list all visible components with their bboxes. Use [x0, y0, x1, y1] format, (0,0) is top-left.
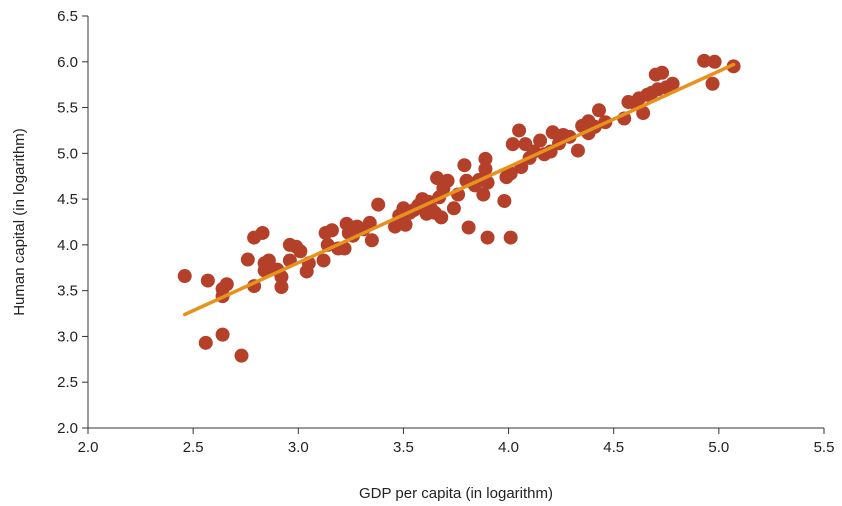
y-tick-label: 2.0 [57, 420, 78, 437]
data-point [478, 161, 493, 176]
y-tick-label: 6.0 [57, 54, 78, 71]
y-axis-ticks: 2.0 2.5 3.0 3.5 4.0 4.5 5.0 5.5 6.0 6.5 [57, 8, 88, 437]
data-point [440, 173, 455, 188]
data-point [434, 210, 449, 225]
x-tick-label: 5.5 [814, 439, 835, 456]
data-point [497, 193, 512, 208]
x-tick-label: 2.5 [183, 439, 204, 456]
y-tick-label: 2.5 [57, 374, 78, 391]
y-tick-label: 5.5 [57, 100, 78, 117]
data-point [316, 253, 331, 268]
data-point [430, 171, 445, 186]
data-point [655, 65, 670, 80]
data-point [707, 54, 722, 69]
data-point [198, 335, 213, 350]
data-point [274, 280, 289, 295]
y-tick-label: 3.0 [57, 328, 78, 345]
data-point [636, 106, 651, 121]
data-point [200, 273, 215, 288]
data-point [476, 187, 491, 202]
data-point [364, 233, 379, 248]
y-tick-label: 4.0 [57, 237, 78, 254]
y-axis-title: Human capital (in logarithm) [11, 128, 28, 316]
data-point [512, 123, 527, 138]
data-point [533, 133, 548, 148]
x-tick-label: 2.0 [78, 439, 99, 456]
data-point [461, 220, 476, 235]
data-point [398, 217, 413, 232]
data-point [215, 327, 230, 342]
data-point [697, 53, 712, 68]
data-point [503, 166, 518, 181]
data-point [371, 197, 386, 212]
trendline [182, 62, 736, 317]
x-axis-ticks: 2.0 2.5 3.0 3.5 4.0 4.5 5.0 5.5 [78, 428, 835, 456]
y-tick-label: 4.5 [57, 191, 78, 208]
data-point [446, 201, 461, 216]
y-tick-label: 3.5 [57, 283, 78, 300]
x-tick-label: 4.0 [498, 439, 519, 456]
y-tick-label: 5.0 [57, 145, 78, 162]
data-point [261, 253, 276, 268]
data-point [705, 76, 720, 91]
axes [87, 16, 824, 429]
y-tick-label: 6.5 [57, 8, 78, 25]
data-point [570, 143, 585, 158]
data-point [545, 125, 560, 140]
data-point [388, 219, 403, 234]
x-tick-label: 4.5 [603, 439, 624, 456]
data-point [480, 230, 495, 245]
data-point [457, 158, 472, 173]
data-point [219, 277, 234, 292]
data-point [293, 244, 308, 259]
data-point [478, 151, 493, 166]
data-point [177, 269, 192, 284]
data-point [240, 252, 255, 267]
x-tick-label: 3.5 [393, 439, 414, 456]
data-point [665, 76, 680, 91]
data-point [591, 103, 606, 118]
data-point [362, 215, 377, 230]
x-tick-label: 5.0 [708, 439, 729, 456]
data-point [505, 137, 520, 152]
data-point [324, 223, 339, 238]
data-point [234, 348, 249, 363]
data-point [255, 225, 270, 240]
x-tick-label: 3.0 [288, 439, 309, 456]
x-axis-title: GDP per capita (in logarithm) [359, 485, 553, 502]
data-point [503, 230, 518, 245]
trendline-layer [182, 62, 736, 317]
